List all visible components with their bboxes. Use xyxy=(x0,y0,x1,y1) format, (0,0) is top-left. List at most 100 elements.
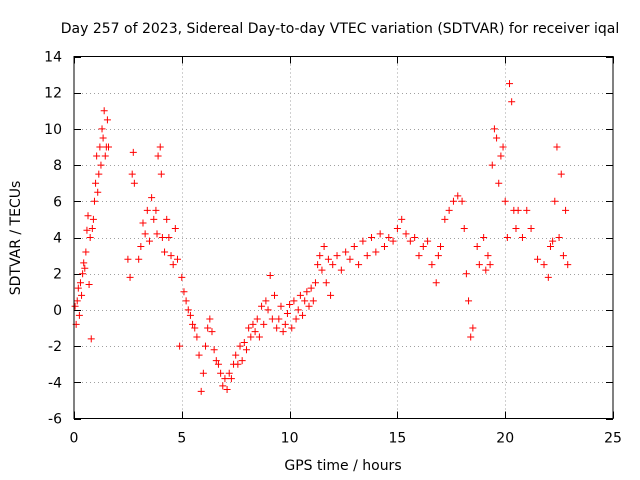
x-tick-label: 5 xyxy=(177,431,186,447)
data-point xyxy=(251,328,259,336)
data-point xyxy=(449,197,457,205)
data-point xyxy=(255,333,263,341)
data-point xyxy=(197,387,205,395)
data-point xyxy=(294,306,302,314)
data-point xyxy=(553,143,561,151)
y-axis-label: SDTVAR / TECUs xyxy=(8,181,24,296)
data-point xyxy=(385,234,393,241)
data-point xyxy=(549,237,557,245)
data-point xyxy=(363,252,371,260)
data-point xyxy=(238,357,246,365)
data-point xyxy=(305,302,313,310)
data-point xyxy=(258,302,266,310)
data-point xyxy=(518,234,526,241)
data-point xyxy=(249,320,257,328)
data-point xyxy=(342,248,350,256)
data-point xyxy=(156,143,164,151)
y-tick-label: 0 xyxy=(53,303,62,319)
x-tick-label: 0 xyxy=(70,431,79,447)
tick-labels: 0 5 10 15 20 25 -6 -4 -2 0 2 4 6 8 10 12 14 xyxy=(44,50,622,447)
data-point xyxy=(322,279,330,287)
x-tick-label: 15 xyxy=(388,431,406,447)
data-point xyxy=(103,116,111,124)
data-point xyxy=(434,252,442,260)
data-point xyxy=(167,252,175,260)
data-point xyxy=(292,315,300,323)
data-point xyxy=(214,360,222,368)
y-tick-label: 8 xyxy=(53,158,62,174)
data-point xyxy=(245,324,253,332)
data-point xyxy=(506,80,514,88)
data-point xyxy=(557,170,565,178)
data-point xyxy=(152,206,160,214)
data-point xyxy=(333,252,341,260)
data-point xyxy=(148,194,156,202)
data-point xyxy=(260,320,268,328)
data-points xyxy=(71,80,572,395)
data-point xyxy=(101,152,109,160)
data-point xyxy=(368,234,376,241)
data-point xyxy=(87,335,95,343)
data-point xyxy=(389,237,397,245)
data-point xyxy=(562,206,570,214)
data-point xyxy=(303,288,311,296)
data-point xyxy=(135,255,143,263)
data-point xyxy=(130,179,138,187)
data-point xyxy=(178,273,186,281)
data-point xyxy=(225,369,233,377)
data-point xyxy=(497,152,505,160)
data-point xyxy=(221,375,229,383)
data-point xyxy=(475,261,483,269)
data-point xyxy=(86,234,94,241)
data-point xyxy=(94,188,102,196)
data-point xyxy=(314,261,322,269)
data-point xyxy=(350,243,358,251)
plot-frame xyxy=(73,56,614,419)
data-point xyxy=(95,170,103,178)
data-point xyxy=(555,234,563,241)
data-point xyxy=(307,284,315,292)
data-point xyxy=(82,248,90,256)
data-point xyxy=(271,291,279,299)
data-point xyxy=(154,152,162,160)
data-point xyxy=(186,311,194,319)
data-point xyxy=(208,328,216,336)
data-point xyxy=(428,261,436,269)
data-point xyxy=(129,148,137,156)
data-point xyxy=(372,248,380,256)
x-axis-label: GPS time / hours xyxy=(284,458,401,474)
data-point xyxy=(100,107,108,115)
data-point xyxy=(316,252,324,260)
data-point xyxy=(301,297,309,305)
data-point xyxy=(415,252,423,260)
y-tick-label: 2 xyxy=(53,267,62,283)
data-point xyxy=(96,143,104,151)
data-point xyxy=(484,252,492,260)
data-point xyxy=(296,291,304,299)
data-point xyxy=(393,224,401,232)
data-point xyxy=(143,206,151,214)
data-point xyxy=(275,315,283,323)
data-point xyxy=(184,306,192,314)
data-point xyxy=(163,215,171,223)
data-point xyxy=(320,243,328,251)
data-point xyxy=(85,281,93,289)
x-tick-label: 10 xyxy=(281,431,299,447)
data-point xyxy=(469,324,477,332)
data-point xyxy=(527,224,535,232)
data-point xyxy=(158,234,166,241)
data-point xyxy=(406,237,414,245)
data-point xyxy=(74,284,82,292)
data-point xyxy=(73,297,81,305)
data-point xyxy=(359,237,367,245)
grid-lines xyxy=(74,56,613,419)
data-point xyxy=(264,306,272,314)
y-tick-label: 10 xyxy=(44,122,62,138)
data-point xyxy=(234,360,242,368)
data-point xyxy=(508,98,516,106)
data-point xyxy=(324,255,332,263)
data-point xyxy=(544,273,552,281)
data-point xyxy=(79,270,87,278)
data-point xyxy=(534,255,542,263)
data-point xyxy=(169,261,177,269)
